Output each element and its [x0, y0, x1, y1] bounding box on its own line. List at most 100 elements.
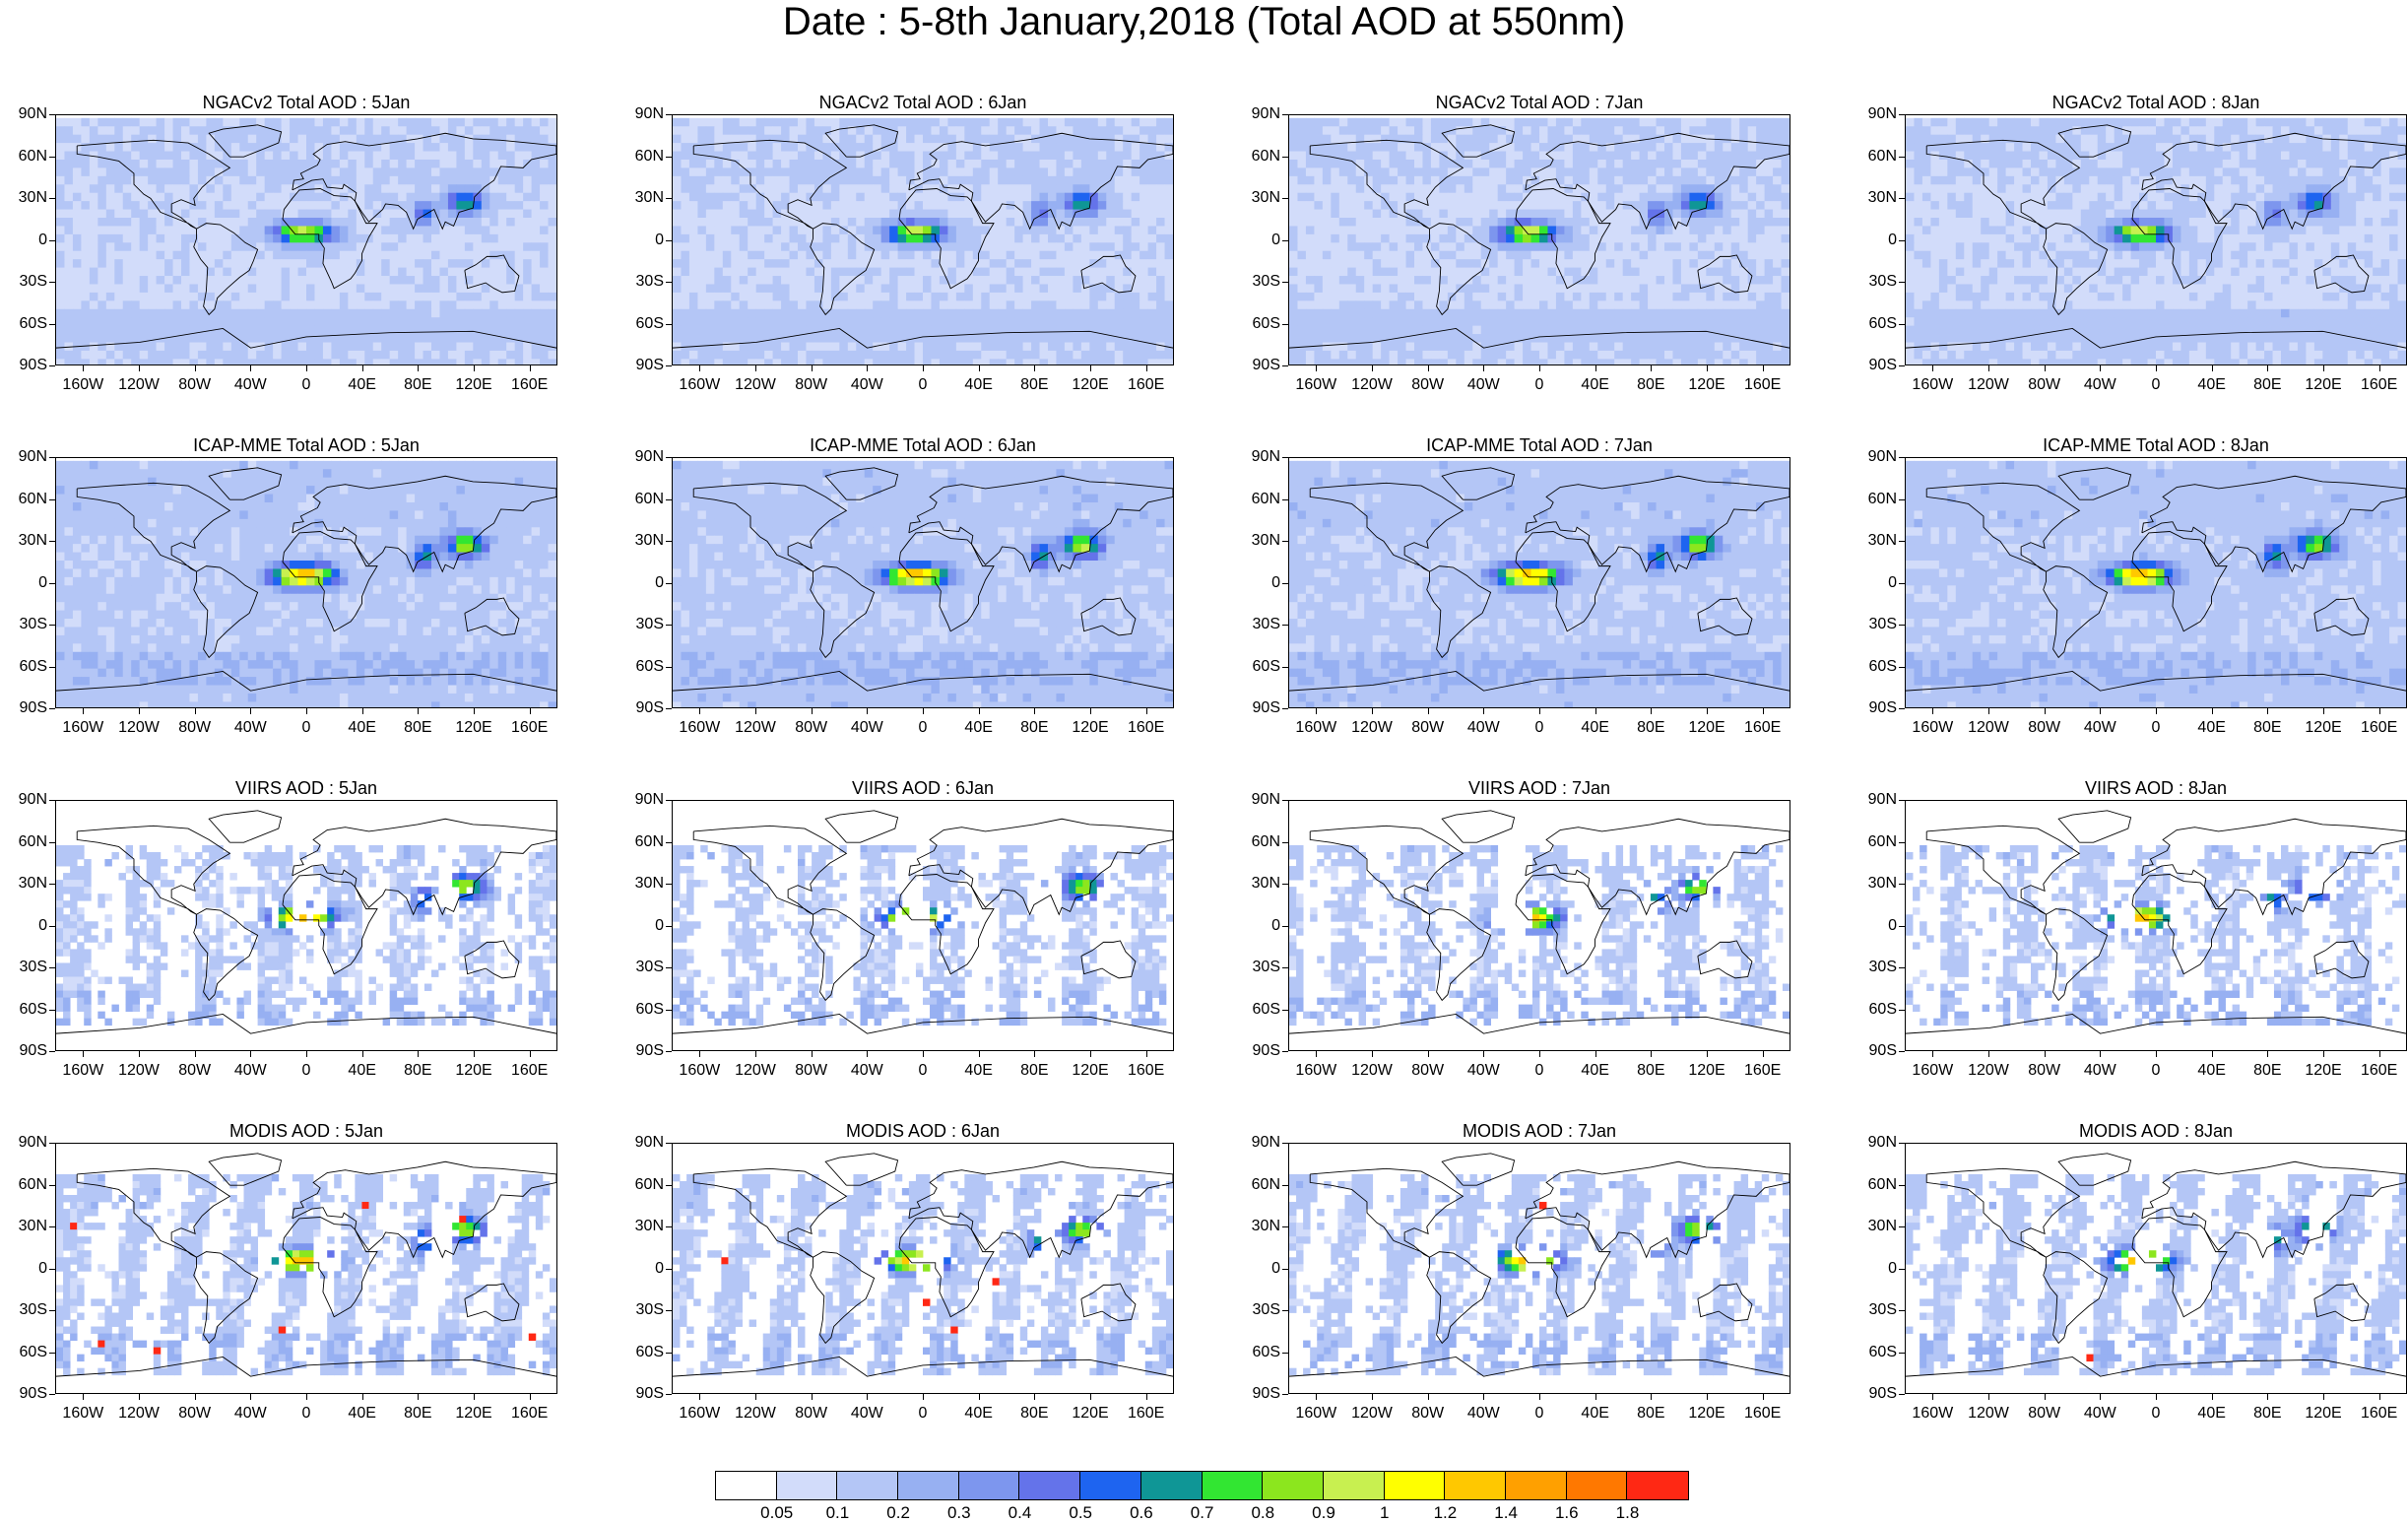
map-panel: MODIS AOD : 8Jan 90N 60N 30N 0 30S 60S 90S 160W 1… [1854, 1121, 2408, 1456]
lat-tick-mark [666, 708, 672, 709]
lat-tick-label: 60S [620, 658, 664, 676]
lon-tick-label: 40E [949, 366, 1009, 394]
colorbar-label: 1 [1360, 1503, 1409, 1523]
lon-tick-mark [923, 365, 924, 371]
lat-tick-mark [49, 1268, 55, 1270]
coastline [824, 467, 899, 500]
lat-tick-mark [1282, 666, 1288, 668]
lat-tick-label: 60N [4, 148, 47, 166]
lat-tick-label: 90N [4, 105, 47, 123]
coastline [76, 482, 231, 572]
lon-tick-mark [1594, 1394, 1596, 1400]
lon-tick-label: 120E [2294, 366, 2353, 394]
lon-tick-mark [2044, 1394, 2046, 1400]
lon-tick-label: 80E [1005, 1395, 1064, 1423]
lat-tick-label: 30N [1237, 1218, 1280, 1235]
lat-tick-label: 60N [4, 491, 47, 508]
lon-tick-label: 120W [1342, 366, 1401, 394]
lat-tick-label: 90S [1237, 357, 1280, 374]
lat-tick-label: 60N [620, 1176, 664, 1194]
coastline [1289, 671, 1790, 692]
coastline [1925, 482, 2081, 572]
lat-tick-mark [666, 282, 672, 283]
lon-tick-label: 80E [1621, 709, 1680, 737]
coastline [56, 328, 556, 349]
lon-tick-mark [1651, 1051, 1653, 1057]
map-area [55, 800, 557, 1051]
lon-tick-label: 160E [500, 709, 559, 737]
coastline [282, 188, 378, 290]
lon-tick-label: 80E [388, 366, 447, 394]
coastline [908, 1160, 1173, 1259]
lon-tick-mark [1483, 708, 1485, 714]
coastline [1515, 874, 1611, 975]
lat-tick-mark [49, 457, 55, 458]
lat-tick-mark [1282, 582, 1288, 584]
lat-tick-label: 90N [4, 448, 47, 466]
lon-tick-mark [811, 1394, 813, 1400]
lat-tick-label: 30S [1854, 959, 1897, 976]
lon-tick-label: 120E [444, 1052, 503, 1080]
lon-tick-mark [474, 1394, 475, 1400]
coastline [673, 1357, 1173, 1377]
lon-tick-label: 80W [2015, 1052, 2074, 1080]
lat-tick-mark [49, 666, 55, 668]
lat-tick-label: 90S [1237, 699, 1280, 717]
coastline [1906, 1357, 2406, 1377]
aod-map [1289, 117, 1790, 364]
lat-tick-mark [49, 156, 55, 158]
panel-title: VIIRS AOD : 5Jan [55, 778, 557, 798]
lon-tick-label: 160E [500, 1052, 559, 1080]
colorbar-label: 0.3 [935, 1503, 984, 1523]
coastline [292, 1160, 556, 1259]
coastline [1925, 825, 2081, 915]
lat-tick-mark [1282, 1226, 1288, 1227]
map-panel: ICAP-MME Total AOD : 5Jan 90N 60N 30N 0 30S 60… [4, 435, 575, 770]
lat-tick-mark [1899, 1051, 1905, 1052]
lon-tick-mark [755, 365, 756, 371]
lat-tick-label: 60N [620, 148, 664, 166]
coastline [2141, 475, 2406, 573]
lon-tick-label: 80W [1399, 366, 1458, 394]
lat-tick-mark [1282, 1009, 1288, 1011]
map-area [1288, 1143, 1790, 1394]
coastline [1426, 1251, 1492, 1345]
lat-tick-label: 90S [1854, 699, 1897, 717]
lon-tick-label: 160W [1286, 1052, 1345, 1080]
lat-tick-mark [666, 841, 672, 843]
lon-tick-label: 160E [500, 366, 559, 394]
map-panel: ICAP-MME Total AOD : 8Jan 90N 60N 30N 0 30S 60… [1854, 435, 2408, 770]
lat-tick-label: 90S [1854, 1385, 1897, 1403]
lon-tick-label: 80W [165, 709, 225, 737]
map-area [55, 114, 557, 365]
lon-tick-label: 0 [1510, 709, 1569, 737]
panel-title: NGACv2 Total AOD : 5Jan [55, 93, 557, 112]
lon-tick-label: 80W [165, 1052, 225, 1080]
lat-tick-mark [1899, 666, 1905, 668]
coastline [1515, 1217, 1611, 1318]
lat-tick-mark [1282, 498, 1288, 500]
map-area [1905, 114, 2407, 365]
lat-tick-mark [49, 239, 55, 241]
lon-tick-mark [2100, 708, 2102, 714]
lat-tick-label: 0 [620, 1260, 664, 1278]
lon-tick-label: 160E [1117, 366, 1176, 394]
coastline [2131, 1217, 2228, 1318]
lon-tick-label: 40W [221, 1052, 280, 1080]
map-area [1288, 800, 1790, 1051]
lat-tick-label: 60N [620, 491, 664, 508]
lat-tick-mark [666, 1268, 672, 1270]
lon-tick-label: 120W [1342, 1395, 1401, 1423]
lon-tick-mark [250, 365, 252, 371]
coastline [1697, 940, 1753, 979]
lon-tick-mark [418, 365, 420, 371]
lon-tick-label: 40E [2182, 366, 2242, 394]
coastline [2043, 223, 2109, 316]
lon-tick-mark [1539, 365, 1540, 371]
lon-tick-label: 40E [1566, 1052, 1625, 1080]
lon-tick-label: 160E [1733, 1052, 1792, 1080]
lon-tick-label: 40E [333, 1395, 392, 1423]
lon-tick-label: 160W [53, 709, 112, 737]
lat-tick-label: 30S [1237, 959, 1280, 976]
panel-title: MODIS AOD : 5Jan [55, 1121, 557, 1141]
